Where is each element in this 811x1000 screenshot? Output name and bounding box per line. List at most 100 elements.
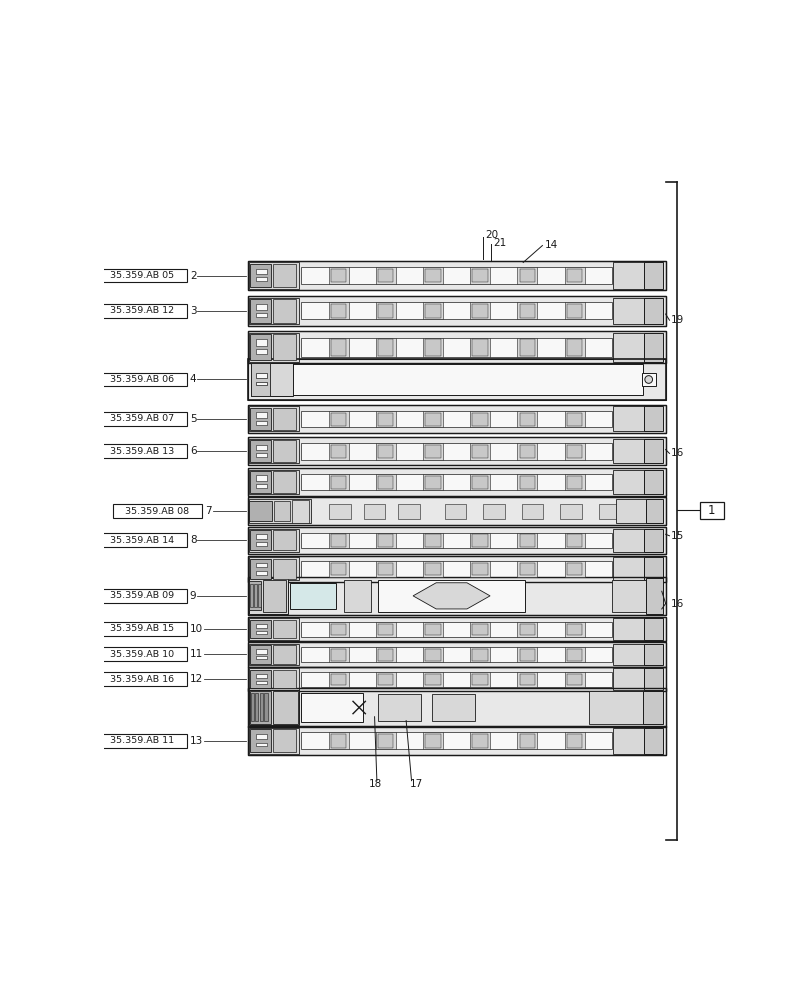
Bar (470, 443, 490, 460)
Bar (255, 382, 267, 385)
Bar (247, 497, 665, 525)
Bar (250, 645, 271, 664)
Text: 35.359.AB 08: 35.359.AB 08 (125, 507, 189, 516)
Bar (328, 647, 348, 662)
Bar (255, 743, 267, 746)
Bar (97, 412, 187, 426)
Bar (472, 734, 487, 748)
Bar (247, 261, 665, 290)
Bar (521, 504, 543, 519)
Bar (612, 557, 645, 580)
Bar (470, 672, 490, 687)
Bar (247, 331, 665, 363)
Bar (566, 445, 581, 458)
Bar (301, 533, 611, 548)
Bar (250, 408, 271, 430)
Bar (425, 563, 440, 575)
Bar (247, 556, 665, 582)
Bar (425, 624, 440, 635)
Text: 2: 2 (190, 271, 196, 281)
Bar (588, 691, 646, 724)
Bar (566, 269, 581, 282)
Bar (564, 561, 584, 577)
Text: 35.359.AB 14: 35.359.AB 14 (109, 536, 174, 545)
Text: 15: 15 (670, 531, 684, 541)
Bar (247, 359, 665, 400)
Bar (612, 529, 645, 552)
Bar (250, 264, 271, 287)
Bar (444, 504, 466, 519)
Bar (331, 563, 345, 575)
Bar (247, 667, 665, 691)
Bar (247, 296, 665, 326)
Bar (519, 534, 534, 547)
Bar (97, 589, 187, 603)
Bar (643, 529, 662, 552)
Bar (255, 624, 267, 628)
Bar (328, 672, 348, 687)
Bar (425, 339, 440, 356)
Bar (301, 443, 611, 460)
Bar (247, 688, 665, 727)
Bar (250, 440, 271, 462)
Bar (470, 533, 490, 548)
Bar (629, 504, 650, 519)
Bar (255, 453, 267, 457)
Bar (290, 583, 336, 609)
Text: 20: 20 (485, 231, 498, 240)
Bar (331, 674, 345, 685)
Bar (247, 617, 665, 641)
Bar (249, 298, 298, 324)
Bar (375, 622, 395, 637)
Bar (425, 649, 440, 661)
Bar (251, 363, 269, 396)
Bar (519, 734, 534, 748)
Text: 6: 6 (190, 446, 196, 456)
Bar (249, 262, 298, 289)
Bar (470, 622, 490, 637)
Bar (255, 571, 267, 575)
Bar (328, 622, 348, 637)
Bar (378, 413, 393, 426)
Bar (423, 672, 443, 687)
Bar (255, 421, 267, 425)
Bar (519, 624, 534, 635)
Text: 35.359.AB 13: 35.359.AB 13 (109, 447, 174, 456)
Bar (249, 728, 298, 754)
Bar (251, 693, 253, 721)
Bar (566, 476, 581, 489)
Bar (566, 304, 581, 318)
Bar (423, 338, 443, 357)
Bar (378, 674, 393, 685)
Bar (517, 622, 537, 637)
Bar (612, 668, 645, 690)
Bar (272, 264, 296, 287)
Bar (483, 504, 504, 519)
Bar (247, 261, 665, 290)
Bar (247, 468, 665, 496)
Bar (272, 530, 296, 550)
Bar (519, 269, 534, 282)
Text: 5: 5 (190, 414, 196, 424)
Bar (612, 406, 645, 431)
Bar (247, 497, 665, 525)
Bar (519, 476, 534, 489)
Bar (564, 443, 584, 460)
Bar (423, 411, 443, 427)
Bar (423, 533, 443, 548)
Bar (470, 338, 490, 357)
Bar (274, 501, 290, 521)
Bar (425, 476, 440, 489)
Bar (301, 561, 611, 577)
Bar (566, 734, 581, 748)
Bar (519, 304, 534, 318)
Bar (328, 732, 348, 749)
Bar (264, 693, 267, 721)
Bar (331, 445, 345, 458)
Bar (97, 444, 187, 458)
Bar (398, 504, 419, 519)
Bar (250, 670, 271, 688)
Bar (519, 563, 534, 575)
Bar (566, 413, 581, 426)
Bar (328, 302, 348, 319)
